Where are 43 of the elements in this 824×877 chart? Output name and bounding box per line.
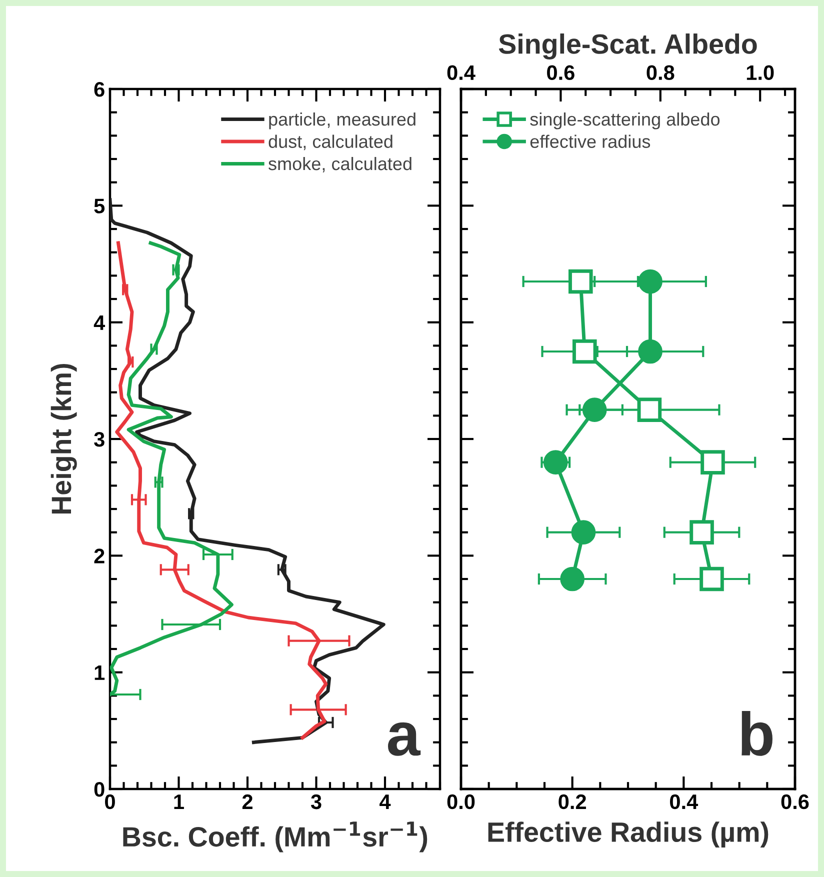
x-tick-label: 0.4 bbox=[670, 794, 698, 810]
point bbox=[637, 398, 662, 422]
y-axis-title: Height (km) bbox=[50, 364, 77, 514]
point bbox=[638, 269, 662, 294]
x-axis-title: Bsc. Coeff. (Mm$^{−1}$sr$^{−1}$) bbox=[123, 822, 428, 852]
point bbox=[543, 450, 568, 474]
y-tick-label: 3 bbox=[94, 432, 104, 447]
annotation: a bbox=[388, 722, 421, 756]
legend-label: particle, measured bbox=[269, 112, 416, 130]
x-axis-title: Effective Radius (µm) bbox=[488, 822, 768, 848]
point bbox=[560, 566, 584, 592]
point bbox=[571, 520, 596, 544]
x-tick-label: 0.6 bbox=[781, 794, 809, 810]
y-tick-label: 0 bbox=[94, 782, 104, 797]
x-tick-label: 0.0 bbox=[447, 794, 475, 810]
y-tick-label: 6 bbox=[94, 82, 104, 97]
point bbox=[700, 566, 724, 592]
x2-tick-label: 0.4 bbox=[447, 65, 476, 80]
x2-tick-label: 1.0 bbox=[746, 65, 774, 80]
annotation: b bbox=[742, 711, 772, 756]
x-tick-label: 1 bbox=[174, 794, 184, 809]
x2-tick-label: 0.8 bbox=[646, 65, 674, 80]
x-tick-label: 0 bbox=[105, 794, 115, 810]
x2-tick-label: 0.6 bbox=[547, 65, 574, 80]
y-tick-label: 5 bbox=[94, 198, 105, 214]
point bbox=[568, 269, 593, 294]
point bbox=[572, 339, 597, 364]
x-tick-label: 2 bbox=[242, 794, 252, 809]
point bbox=[582, 398, 607, 422]
y-tick-label: 4 bbox=[94, 316, 106, 330]
y-tick-label: 1 bbox=[94, 666, 105, 680]
legend-label: smoke, calculated bbox=[268, 156, 412, 172]
point bbox=[690, 520, 714, 544]
legend-label: dust, calculated bbox=[268, 134, 392, 150]
legend-label: effective radius bbox=[530, 134, 650, 148]
x2-axis-title: Single-Scat. Albedo bbox=[498, 33, 757, 60]
point bbox=[700, 450, 725, 474]
x-tick-label: 4 bbox=[380, 794, 391, 809]
point bbox=[638, 339, 662, 364]
x-tick-label: 0.2 bbox=[558, 794, 586, 810]
legend-label: single-scattering albedo bbox=[530, 112, 720, 130]
x-tick-label: 3 bbox=[310, 794, 322, 810]
y-tick-label: 2 bbox=[94, 548, 104, 564]
